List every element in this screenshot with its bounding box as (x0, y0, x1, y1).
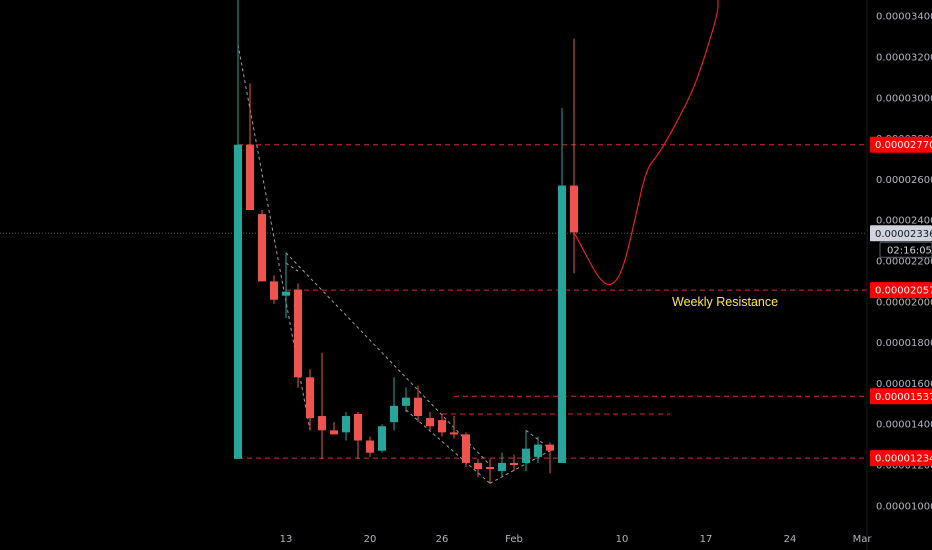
candle-body-12 (378, 426, 386, 451)
candle-body-16 (426, 418, 434, 427)
level-tag-label-0: 0.00002770 (875, 140, 932, 151)
x-tick-label-6: 24 (784, 534, 797, 545)
candle-body-6 (306, 377, 314, 419)
price-tags: 0.00002770 0.00002057 0.00001537 0.00001234… (870, 136, 932, 467)
x-tick-label-1: 20 (364, 534, 377, 545)
x-tick-label-0: 13 (280, 534, 293, 545)
candle-body-2 (258, 214, 266, 282)
candle-body-10 (354, 414, 362, 441)
candle-body-0 (234, 144, 242, 459)
y-tick-label-10: 0.00003000 (876, 93, 932, 104)
candle-body-23 (510, 462, 518, 465)
candle-body-26 (546, 444, 554, 451)
x-tick-label-2: 26 (436, 534, 449, 545)
candle-body-22 (498, 462, 506, 472)
countdown-label: 02:16:05 (887, 245, 932, 256)
candle-body-9 (342, 416, 350, 433)
candle-body-11 (366, 440, 374, 453)
y-tick-label-2: 0.00001400 (876, 420, 932, 431)
candle-body-7 (318, 416, 326, 431)
time-axis[interactable]: 13 20 26 Feb 10 17 24 Mar (280, 534, 873, 545)
annotation-0: Weekly Resistance (672, 295, 778, 309)
candle-body-24 (522, 448, 530, 463)
annotations: Weekly Resistance (672, 295, 778, 309)
candle-body-15 (414, 397, 422, 417)
candle-body-14 (402, 397, 410, 406)
trendline-1 (285, 252, 491, 466)
candle-body-25 (534, 444, 542, 457)
x-tick-label-7: Mar (853, 534, 873, 545)
candle-body-5 (294, 289, 302, 378)
level-tag-0 (870, 136, 932, 153)
level-tag-label-1: 0.00002057 (875, 286, 932, 297)
candle-body-28 (570, 185, 578, 233)
candle-body-18 (450, 432, 458, 435)
level-tag-label-4: 0.00001234 (875, 454, 932, 465)
candle-body-8 (330, 430, 338, 435)
projection-curve (573, 0, 719, 286)
candle-body-13 (390, 405, 398, 423)
x-tick-label-3: Feb (505, 534, 523, 545)
y-tick-label-7: 0.00002400 (876, 216, 932, 227)
y-tick-label-3: 0.00001600 (876, 379, 932, 390)
level-tag-2 (870, 388, 932, 405)
y-tick-label-6: 0.00002200 (876, 257, 932, 268)
y-tick-label-0: 0.00001000 (876, 501, 932, 512)
x-tick-label-4: 10 (616, 534, 629, 545)
candle-body-17 (438, 420, 446, 433)
candles (234, 0, 578, 484)
candle-body-19 (462, 434, 470, 463)
trendline-3 (405, 409, 491, 484)
level-tag-label-2: 0.00001537 (875, 392, 932, 403)
candle-body-3 (270, 281, 278, 300)
y-tick-label-11: 0.00003200 (876, 53, 932, 64)
candle-body-4 (282, 291, 290, 296)
last-price-tag-label: 0.00002336 (875, 229, 932, 240)
horizontal-levels (0, 144, 867, 459)
candle-body-27 (558, 185, 566, 463)
candle-body-20 (474, 462, 482, 470)
projection-path (573, 0, 719, 286)
level-tag-4 (870, 450, 932, 467)
x-tick-label-5: 17 (700, 534, 713, 545)
trendline-2 (285, 262, 299, 272)
y-tick-label-12: 0.00003400 (876, 12, 932, 23)
y-tick-label-8: 0.00002600 (876, 175, 932, 186)
y-tick-label-5: 0.00002000 (876, 297, 932, 308)
last-price-tag (870, 225, 932, 242)
countdown-tag (879, 241, 932, 258)
level-tag-1 (870, 282, 932, 299)
candle-body-21 (486, 467, 494, 470)
candle-body-1 (246, 144, 254, 210)
y-tick-label-4: 0.00001800 (876, 338, 932, 349)
